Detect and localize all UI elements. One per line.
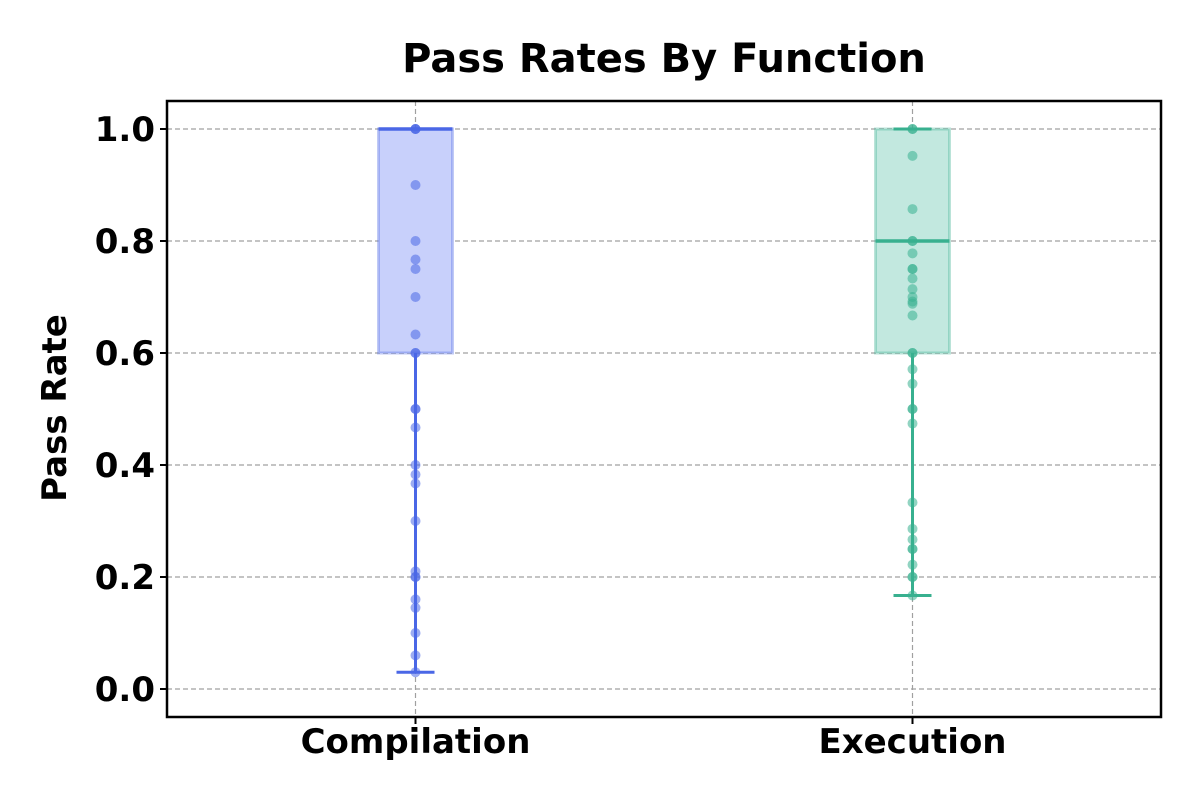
execution-point [907,236,918,246]
compilation-point [410,404,421,414]
compilation-point [410,478,421,489]
execution-point [907,404,918,414]
compilation-point [410,650,421,661]
execution-point [907,310,918,321]
x-tick-label: Execution [818,722,1006,762]
x-tick-label: Compilation [301,722,531,762]
execution-point [907,124,918,134]
compilation-point [410,264,421,274]
execution-point [907,590,918,601]
compilation-point [410,348,421,358]
y-axis-label: Pass Rate [35,314,75,502]
compilation-point [410,254,421,265]
grid-lines [167,101,1161,717]
execution-point [907,348,918,358]
execution-point [907,559,918,570]
plot-frame [165,99,1163,719]
compilation-point [410,329,421,340]
compilation-point [410,236,421,246]
execution-point [907,534,918,545]
plot-area [377,124,951,678]
execution-point [907,248,918,259]
y-tick-label: 1.0 [95,110,155,150]
execution-point [907,572,918,582]
execution-point [907,378,918,389]
execution-point [907,298,918,309]
execution-point [907,523,918,534]
compilation-point [410,594,421,605]
compilation-point [410,292,421,302]
compilation-point [410,460,421,470]
axis-ticks: 0.0 0.2 0.4 0.6 0.8 1.0 Compilation Execution [95,110,1007,762]
y-tick-label: 0.2 [95,558,155,598]
compilation-point [410,628,421,638]
execution-point [907,284,918,295]
compilation-point [410,124,421,134]
execution-point [907,204,918,215]
execution-point [907,273,918,284]
chart-title: Pass Rates By Function [402,36,926,82]
execution-point [907,264,918,274]
compilation-point [410,572,421,582]
y-tick-label: 0.0 [95,670,155,710]
execution-point [907,364,918,375]
compilation-point [410,602,421,613]
compilation-point [410,422,421,433]
y-tick-label: 0.8 [95,222,155,262]
execution-point [907,497,918,508]
y-tick-label: 0.6 [95,334,155,374]
compilation-point [410,469,421,480]
compilation-point [410,667,421,678]
execution-point [907,544,918,554]
compilation-point [410,180,421,190]
execution-point [907,150,918,161]
y-tick-label: 0.4 [95,446,155,486]
execution-point [907,418,918,429]
compilation-point [410,516,421,526]
